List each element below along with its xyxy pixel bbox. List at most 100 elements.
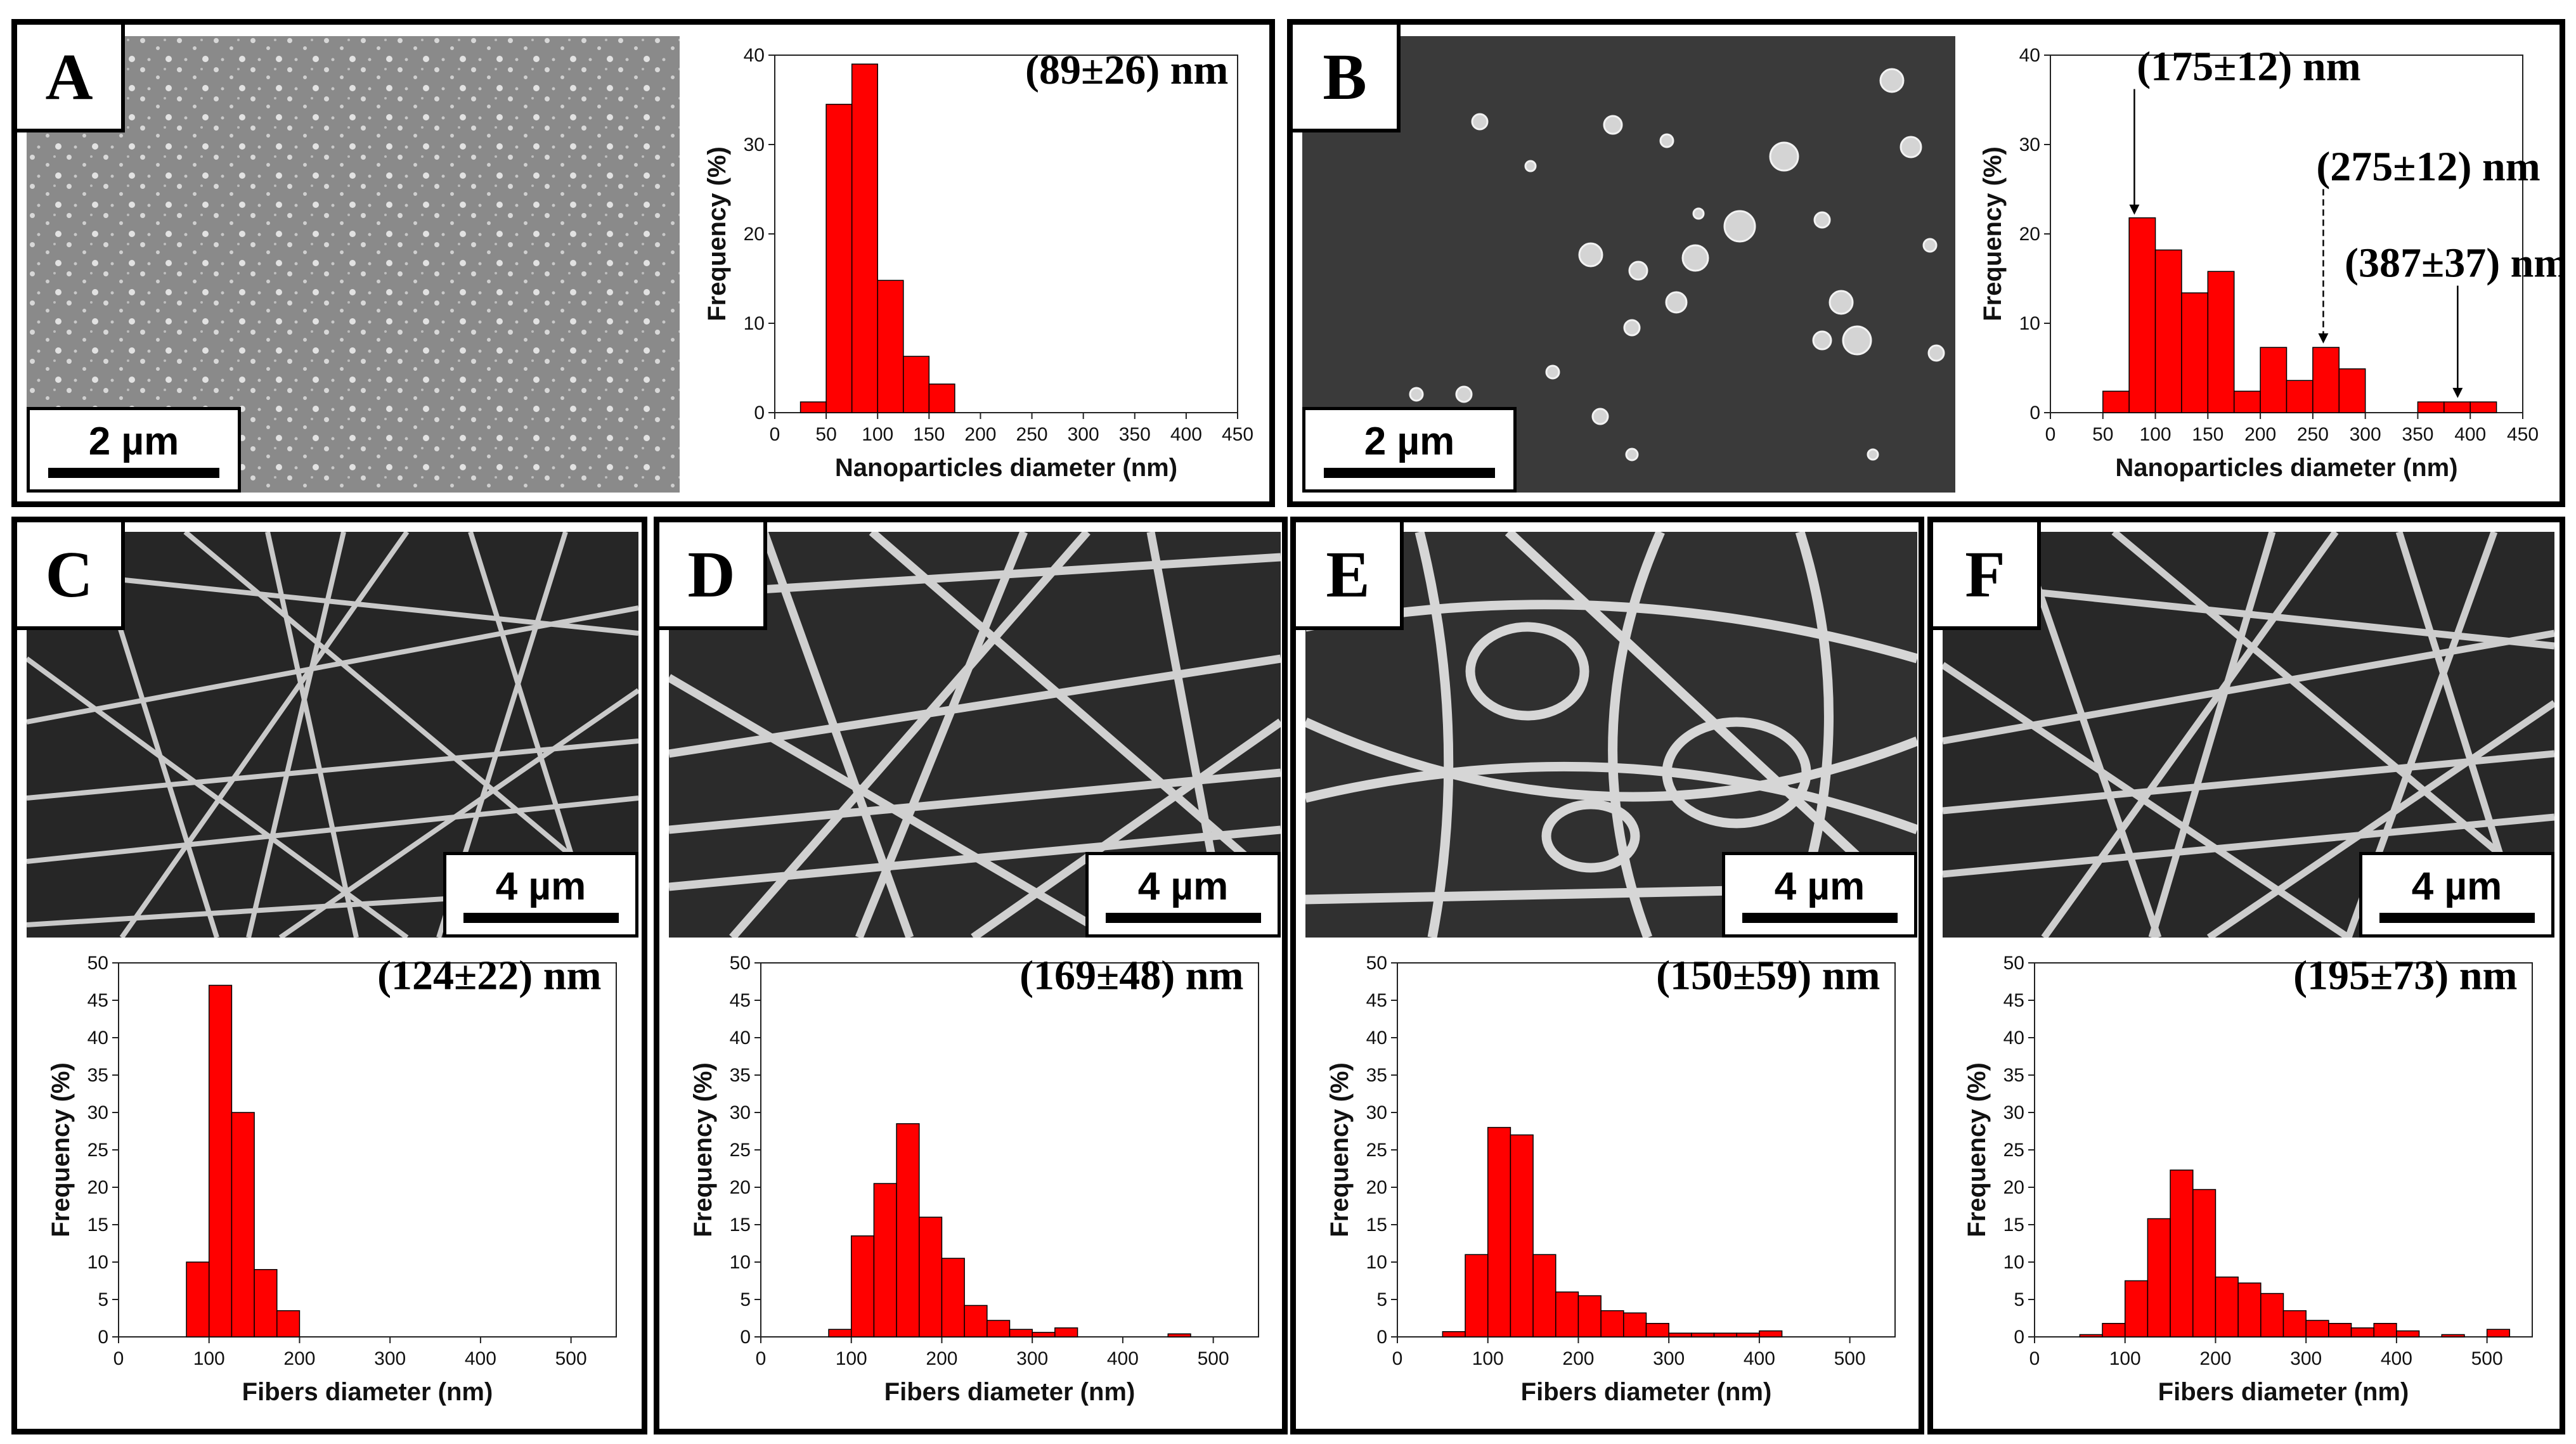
y-axis-label: Frequency (%) <box>1979 146 2007 321</box>
histogram-bar <box>2305 1320 2329 1338</box>
x-tick-label: 200 <box>2244 424 2276 445</box>
y-tick-label: 10 <box>87 1252 108 1273</box>
histogram-bar <box>987 1320 1011 1338</box>
histogram-bar <box>2443 401 2471 413</box>
y-tick-label: 10 <box>2003 1252 2024 1273</box>
histogram-c: 0 100 200 300 400 500 0 5 10 15 20 25 30 35 40 45 50 Fibe… <box>23 944 642 1429</box>
y-tick-label: 15 <box>1366 1215 1387 1235</box>
y-tick-label: 10 <box>730 1252 751 1273</box>
scale-bar-c: 4 µm <box>443 852 638 938</box>
x-tick-label: 100 <box>836 1348 867 1369</box>
x-tick-label: 0 <box>113 1348 124 1369</box>
panel-c: 4 µm C 0 100 200 300 400 500 0 5 10 15 20 25 30 35 40 4… <box>11 517 647 1434</box>
y-tick-label: 50 <box>730 953 751 974</box>
scale-bar-label-e: 4 µm <box>1774 864 1865 908</box>
y-tick-label: 50 <box>2003 953 2024 974</box>
histogram-bar <box>2260 1293 2284 1338</box>
scale-bar-label-c: 4 µm <box>495 864 586 908</box>
x-tick-label: 300 <box>2290 1348 2322 1369</box>
y-tick-label: 30 <box>2019 134 2040 155</box>
y-tick-label: 20 <box>744 224 765 245</box>
x-tick-label: 200 <box>964 424 996 445</box>
x-tick-label: 400 <box>465 1348 496 1369</box>
y-tick-label: 5 <box>740 1289 751 1310</box>
histogram-bar <box>850 1235 875 1338</box>
y-tick-label: 20 <box>2003 1177 2024 1198</box>
histogram-bar <box>1465 1254 1489 1338</box>
histogram-bar <box>941 1258 965 1338</box>
panel-label-a: A <box>17 25 125 132</box>
x-tick-label: 200 <box>283 1348 315 1369</box>
x-tick-label: 450 <box>2507 424 2539 445</box>
x-tick-label: 300 <box>2350 424 2381 445</box>
scale-bar-e: 4 µm <box>1722 852 1917 938</box>
histogram-bar <box>2350 1327 2374 1338</box>
panel-d: 4 µm D 0 100 200 300 400 500 0 5 10 15 20 25 30 35 40 4… <box>654 517 1288 1434</box>
y-tick-label: 0 <box>740 1327 751 1348</box>
x-tick-label: 50 <box>2092 424 2113 445</box>
histogram-bar <box>1032 1332 1056 1338</box>
x-tick-label: 500 <box>1198 1348 1229 1369</box>
y-tick-label: 40 <box>730 1028 751 1048</box>
histogram-bar <box>2260 347 2288 413</box>
x-tick-label: 300 <box>1068 424 1099 445</box>
y-tick-label: 40 <box>87 1028 108 1048</box>
histogram-bar <box>2192 1189 2217 1338</box>
x-axis-label: Nanoparticles diameter (nm) <box>835 454 1177 482</box>
histogram-bar <box>231 1112 255 1338</box>
histogram-bar <box>2486 1329 2511 1338</box>
y-tick-label: 20 <box>730 1177 751 1198</box>
histogram-bar <box>2154 249 2182 413</box>
sem-image-a: 2 µm <box>27 36 680 493</box>
histogram-f: 0 100 200 300 400 500 0 5 10 15 20 25 30 35 40 45 50 Fibe… <box>1939 944 2558 1429</box>
x-tick-label: 400 <box>2454 424 2486 445</box>
sem-image-b: 2 µm <box>1302 36 1955 493</box>
y-tick-label: 40 <box>2019 45 2040 66</box>
histogram-bar <box>1691 1332 1715 1338</box>
histogram-bar <box>186 1261 210 1338</box>
y-axis-label: Frequency (%) <box>703 146 731 321</box>
y-tick-label: 0 <box>98 1327 108 1348</box>
histogram-bar <box>1487 1126 1511 1338</box>
y-axis-label: Frequency (%) <box>1963 1062 1991 1237</box>
histogram-bar <box>1736 1332 1760 1338</box>
y-axis-label: Frequency (%) <box>689 1062 717 1237</box>
histogram-bar <box>2373 1323 2397 1338</box>
scale-bar-label-d: 4 µm <box>1137 864 1229 908</box>
x-tick-label: 200 <box>926 1348 957 1369</box>
y-tick-label: 10 <box>2019 313 2040 334</box>
y-tick-label: 25 <box>2003 1140 2024 1161</box>
histogram-bar <box>2282 1310 2307 1338</box>
histogram-bar <box>1009 1329 1033 1338</box>
y-tick-label: 45 <box>1366 990 1387 1011</box>
x-tick-label: 100 <box>862 424 893 445</box>
x-tick-label: 0 <box>770 424 780 445</box>
histogram-svg-c: 0 100 200 300 400 500 0 5 10 15 20 25 30 35 40 45 50 Fibe… <box>47 952 617 1406</box>
sem-image-f: 4 µm <box>1943 532 2554 938</box>
panel-label-f: F <box>1933 522 2041 630</box>
histogram-bar <box>877 280 904 413</box>
scale-bar-d: 4 µm <box>1085 852 1281 938</box>
scale-bar-a: 2 µm <box>27 407 241 493</box>
histogram-bar <box>1600 1310 1624 1338</box>
x-tick-label: 450 <box>1222 424 1253 445</box>
histogram-bar <box>2102 1323 2126 1338</box>
y-tick-label: 20 <box>2019 224 2040 245</box>
x-tick-label: 500 <box>555 1348 587 1369</box>
sem-image-d: 4 µm <box>669 532 1281 938</box>
histogram-bar <box>254 1269 278 1338</box>
x-axis-label: Fibers diameter (nm) <box>1521 1378 1772 1406</box>
histogram-svg-a: 0 50 100 150 200 250 300 350 400 450 0 10 20 30 40 Nano… <box>703 45 1253 482</box>
histogram-bar <box>2181 292 2209 413</box>
annotation-arrowhead <box>2318 333 2329 344</box>
x-tick-label: 400 <box>1744 1348 1775 1369</box>
histogram-a: 0 50 100 150 200 250 300 350 400 450 0 10 20 30 40 Nano… <box>680 30 1269 501</box>
histogram-bar <box>2417 401 2445 413</box>
scale-bar-label-a: 2 µm <box>88 419 179 463</box>
histogram-bar <box>2128 217 2156 413</box>
panel-b: 2 µm B 0 50 100 150 200 250 300 350 400 450 0 10 20 3… <box>1287 19 2565 507</box>
histogram-bar <box>2312 347 2340 413</box>
x-tick-label: 250 <box>1016 424 1048 445</box>
y-tick-label: 10 <box>744 313 765 334</box>
sem-image-c: 4 µm <box>27 532 638 938</box>
